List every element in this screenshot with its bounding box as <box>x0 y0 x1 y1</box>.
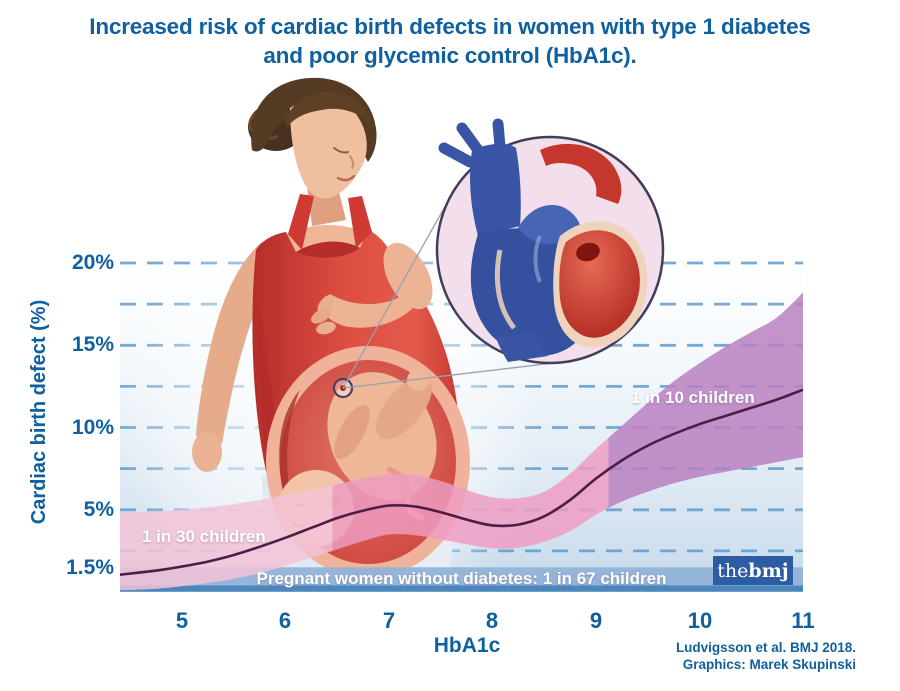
x-axis-title: HbA1c <box>433 634 501 657</box>
annotation-1-in-10: 1 in 10 children <box>631 388 755 407</box>
inferior-vena-cava <box>496 332 548 362</box>
mean-risk-line <box>119 388 804 576</box>
annotation-1-in-30: 1 in 30 children <box>142 527 266 546</box>
x-tick-6: 6 <box>278 608 292 633</box>
callout-line <box>342 193 453 389</box>
y-tick-20: 20% <box>71 251 114 274</box>
x-tick-7: 7 <box>382 608 396 633</box>
x-tick-9: 9 <box>589 608 603 633</box>
bmj-logo-the: the <box>717 559 749 582</box>
reference-band-label: Pregnant women without diabetes: 1 in 67… <box>256 569 667 588</box>
bmj-logo: the bmj <box>713 556 793 585</box>
y-tick-5: 5% <box>83 498 114 521</box>
valve-opening <box>576 242 600 262</box>
y-tick-1-5: 1.5% <box>66 556 114 579</box>
y-tick-15: 15% <box>71 333 114 356</box>
aortic-arch <box>540 143 622 204</box>
bmj-logo-bmj: bmj <box>748 559 789 582</box>
credit-line-2: Graphics: Marek Skupinski <box>682 657 856 672</box>
x-tick-10: 10 <box>687 608 713 633</box>
confidence-band <box>120 292 803 591</box>
x-tick-11: 11 <box>791 608 815 633</box>
page-title: Increased risk of cardiac birth defects … <box>0 12 900 70</box>
hand-on-belly <box>311 242 433 335</box>
fetal-heart-inset <box>342 118 665 389</box>
title-line-2: and poor glycemic control (HbA1c). <box>263 43 637 68</box>
callout-line <box>342 361 563 389</box>
credit-block: Ludvigsson et al. BMJ 2018. Graphics: Ma… <box>676 639 856 673</box>
y-axis-title: Cardiac birth defect (%) <box>28 299 50 525</box>
y-tick-10: 10% <box>71 416 114 439</box>
superior-vena-cava <box>470 143 521 236</box>
x-tick-8: 8 <box>485 608 499 633</box>
x-tick-5: 5 <box>175 608 189 633</box>
credit-line-1: Ludvigsson et al. BMJ 2018. <box>675 640 856 655</box>
vena-cava-branches <box>438 118 506 168</box>
title-line-1: Increased risk of cardiac birth defects … <box>89 14 811 39</box>
